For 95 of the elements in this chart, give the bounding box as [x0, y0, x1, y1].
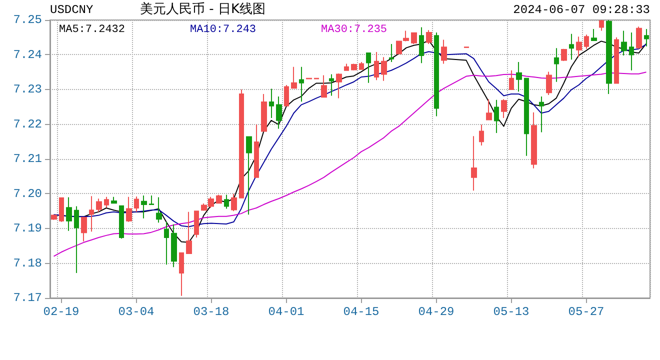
- candlestick: [119, 205, 124, 240]
- candlestick: [321, 74, 327, 98]
- candlestick: [186, 211, 192, 254]
- candlestick: [194, 210, 199, 238]
- y-tick-label: 7.20: [13, 186, 42, 201]
- y-tick-label: 7.22: [13, 117, 42, 132]
- candlestick: [539, 96, 544, 133]
- candlestick: [126, 196, 132, 222]
- candlestick: [509, 70, 514, 90]
- x-tick-label: 04-29: [418, 305, 454, 319]
- candlestick: [479, 124, 484, 146]
- candlestick: [269, 88, 274, 118]
- candlestick: [426, 30, 432, 44]
- candlestick: [344, 63, 349, 71]
- candlestick: [299, 66, 304, 102]
- text: MA30:7.235: [321, 24, 388, 36]
- candlestick: [374, 51, 379, 81]
- candlestick: [434, 32, 439, 117]
- candlestick: [164, 221, 169, 266]
- candlestick: [599, 20, 604, 32]
- candlestick: [516, 62, 522, 92]
- candlestick: [524, 78, 529, 156]
- x-tick-label: 03-04: [118, 305, 154, 319]
- x-tick-label: 02-19: [43, 305, 80, 319]
- chart-title: 美元人民币 - 日K线图: [140, 1, 266, 17]
- candlestick: [224, 194, 229, 210]
- candlestick: [351, 63, 357, 71]
- candlestick: [561, 48, 567, 62]
- candlestick: [411, 32, 417, 44]
- candlestick: [576, 36, 582, 58]
- candlestick: [284, 84, 289, 106]
- candlestick: [156, 196, 162, 224]
- y-tick-label: 7.21: [13, 152, 42, 166]
- candlestick: [569, 33, 574, 60]
- candlestick: [636, 26, 642, 50]
- candlestick: [329, 74, 334, 96]
- candlestick: [629, 32, 634, 71]
- candlestick: [621, 30, 627, 56]
- y-tick-label: 7.23: [13, 82, 42, 96]
- candlestick: [554, 48, 559, 82]
- candlestick: [149, 194, 154, 206]
- candlestick: [104, 196, 109, 208]
- candlestick: [51, 214, 57, 220]
- line-series: [53, 72, 647, 257]
- candlestick: [591, 28, 597, 42]
- candlestick: [134, 196, 139, 212]
- candlestick: [366, 52, 371, 84]
- candlestick: [419, 26, 424, 64]
- candlestick: [111, 196, 117, 204]
- candlestick: [486, 98, 492, 120]
- text: MA10:7.243: [190, 24, 256, 36]
- candlestick: [336, 73, 342, 99]
- candlestick: [441, 39, 447, 64]
- y-tick-label: 7.17: [13, 291, 42, 305]
- x-tick-label: 04-15: [343, 305, 380, 319]
- candlestick: [246, 136, 252, 216]
- candlestick: [291, 66, 297, 89]
- candlestick: [644, 28, 649, 47]
- text: USDCNY: [50, 3, 94, 17]
- x-tick-label: 05-13: [493, 305, 530, 319]
- candlestick: [179, 252, 184, 296]
- candlestick: [606, 20, 612, 95]
- candlestick: [216, 194, 222, 204]
- candlestick: [584, 34, 589, 50]
- candlestick: [81, 216, 87, 242]
- x-tick-label: 03-18: [193, 305, 230, 319]
- candlestick: [74, 206, 79, 274]
- x-tick-label: 05-27: [568, 305, 604, 319]
- candlestick: [471, 136, 477, 192]
- candlestick: [261, 94, 267, 132]
- y-tick-label: 7.18: [13, 256, 42, 270]
- candlestick: [494, 99, 499, 134]
- y-tick-label: 7.19: [13, 222, 42, 236]
- candlestick: [614, 36, 619, 84]
- candlestick: [546, 71, 552, 96]
- text: MA5:7.2432: [59, 24, 126, 36]
- candlestick: [276, 96, 282, 130]
- candlestick: [231, 193, 237, 212]
- x-tick-label: 04-01: [268, 305, 304, 319]
- candlestick: [89, 196, 94, 232]
- candlestick: [171, 224, 177, 268]
- y-tick-label: 7.25: [13, 13, 42, 27]
- candlestick: [66, 196, 72, 232]
- candlestick: [389, 43, 394, 63]
- candlestick: [141, 194, 147, 219]
- candlestick: [254, 124, 259, 178]
- candlestick: [381, 56, 387, 82]
- text: 2024-06-07 09:28:33: [513, 3, 650, 17]
- candlestick: [239, 89, 244, 198]
- candlestick: [531, 112, 537, 169]
- y-tick-label: 7.24: [13, 48, 42, 62]
- candlestick: [359, 62, 364, 70]
- candlestick: [501, 98, 507, 118]
- candlestick: [96, 198, 102, 212]
- candlestick: [59, 197, 64, 222]
